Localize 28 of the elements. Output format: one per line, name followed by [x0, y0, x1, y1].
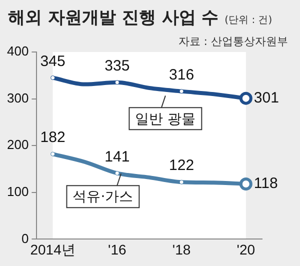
series-label: 석유·가스: [72, 189, 134, 206]
data-label: 316: [169, 66, 194, 84]
data-label: 141: [104, 148, 130, 166]
point: [114, 80, 120, 85]
y-tick-label: 100: [6, 184, 29, 199]
point: [179, 180, 184, 184]
data-label: 122: [169, 157, 194, 174]
point: [50, 152, 56, 156]
x-tick-label: '20: [236, 241, 256, 258]
point: [50, 75, 56, 80]
data-label: 118: [254, 175, 278, 192]
series-label: 일반 광물: [135, 111, 196, 128]
y-tick-label: 0: [21, 230, 29, 246]
x-tick-label: '16: [108, 241, 126, 258]
x-tick-label: '18: [172, 241, 191, 258]
data-label: 345: [40, 52, 66, 70]
data-label: 335: [104, 58, 130, 75]
text: 자료 : 산업통상자원부: [178, 34, 288, 49]
data-label: 182: [40, 129, 66, 146]
point: [114, 170, 120, 176]
data-label: 301: [254, 89, 279, 106]
chart-title: 해외 자원개발 진행 사업 수: [8, 8, 219, 28]
x-tick-label: 2014년: [30, 241, 76, 258]
y-tick-label: 200: [6, 137, 29, 152]
y-tick-label: 300: [6, 90, 29, 106]
y-tick-label: 400: [6, 44, 29, 59]
point: [179, 89, 184, 94]
chart-subtitle: (단위 : 건): [224, 15, 272, 26]
